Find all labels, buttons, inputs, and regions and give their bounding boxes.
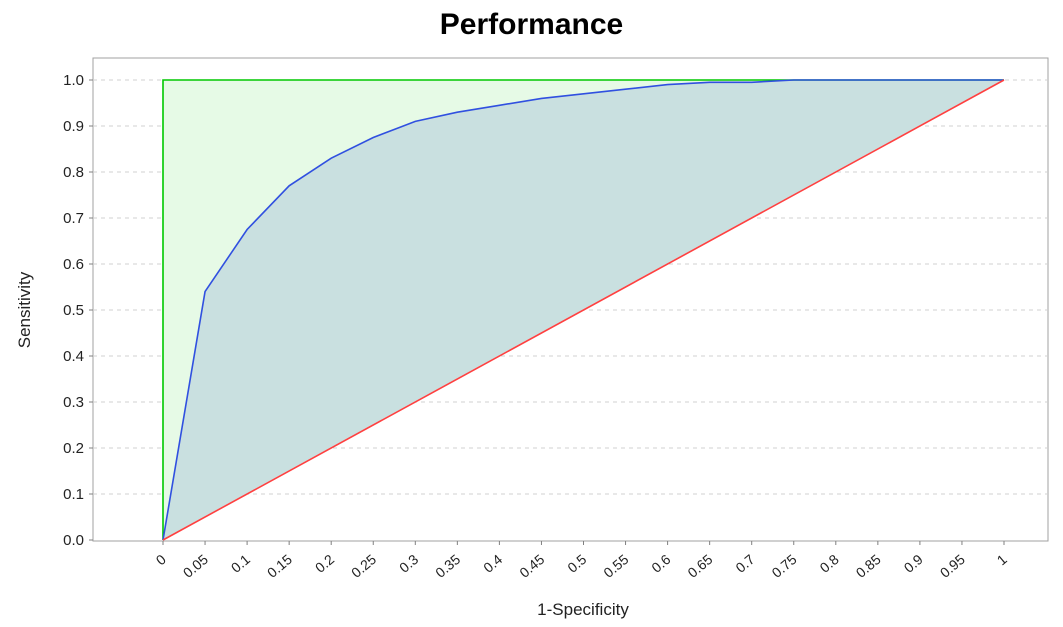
y-tick-label: 0.5 [63, 302, 84, 319]
x-tick-label: 0.2 [312, 551, 337, 576]
x-tick-label: 0.9 [901, 551, 926, 576]
x-tick-label: 0.7 [732, 551, 757, 576]
y-tick-label: 0.3 [63, 394, 84, 411]
x-tick-label: 0.65 [684, 551, 715, 581]
x-tick-label: 1 [994, 551, 1010, 568]
y-tick-label: 0.0 [63, 532, 84, 549]
x-tick-label: 0.15 [264, 551, 295, 581]
y-tick-label: 0.1 [63, 486, 84, 503]
x-tick-label: 0.35 [432, 551, 463, 581]
x-tick-labels: 0 0.05 0.1 0.15 0.2 0.25 0.3 0.35 0.4 0.45 0.5 0.55… [153, 551, 1010, 581]
x-tick-label: 0.3 [396, 551, 421, 576]
series-line-2 [162, 79, 1005, 541]
x-tick-label: 0.4 [480, 551, 505, 576]
x-tick-label: 0.05 [180, 551, 211, 581]
y-tick-label: 1.0 [63, 72, 84, 89]
x-axis-label: 1-Specificity [537, 600, 629, 619]
chart-title: Performance [439, 8, 624, 41]
series-line-1 [162, 79, 1004, 541]
x-tick-label: 0.6 [648, 551, 673, 576]
x-tick-label: 0.95 [937, 551, 968, 581]
x-tick-label: 0.55 [600, 551, 631, 581]
y-tick-label: 0.7 [63, 210, 84, 227]
x-tick-label: 0 [153, 551, 169, 568]
x-tick-label: 0.5 [564, 551, 589, 576]
x-tick-label: 0.75 [769, 551, 800, 581]
series-lines [162, 79, 1005, 541]
y-tick-label: 0.9 [63, 118, 84, 135]
series-line-0 [162, 79, 1004, 540]
y-axis-label: Sensitivity [15, 271, 34, 348]
y-tick-labels: 0.0 0.1 0.2 0.3 0.4 0.5 0.6 0.7 0.8 0.9 1.0 [63, 72, 84, 549]
y-tick-label: 0.6 [63, 256, 84, 273]
x-tick-label: 0.8 [817, 551, 842, 576]
y-tick-label: 0.4 [63, 348, 84, 365]
x-tick-label: 0.45 [516, 551, 547, 581]
y-tick-label: 0.2 [63, 440, 84, 457]
y-tick-label: 0.8 [63, 164, 84, 181]
x-tick-label: 0.85 [853, 551, 884, 581]
x-tick-label: 0.1 [228, 551, 253, 576]
axes [89, 79, 1005, 545]
x-tick-label: 0.25 [348, 551, 379, 581]
